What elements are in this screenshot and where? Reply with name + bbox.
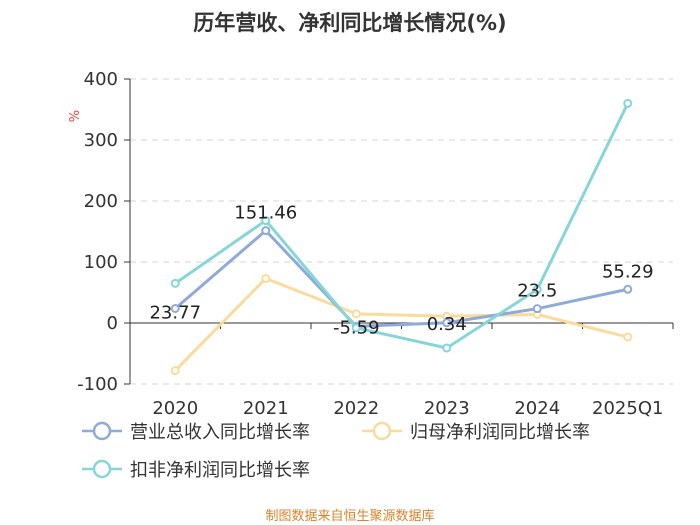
data-point xyxy=(623,98,633,108)
data-point xyxy=(261,216,271,226)
data-point xyxy=(261,226,271,236)
data-point xyxy=(442,343,452,353)
data-point xyxy=(170,366,180,376)
data-label: 23.5 xyxy=(517,281,557,302)
legend-item[interactable]: 扣非净利润同比增长率 xyxy=(82,459,310,481)
x-tick-label: 2025Q1 xyxy=(592,398,663,419)
data-point xyxy=(623,332,633,342)
data-label: 151.46 xyxy=(234,203,297,224)
data-point xyxy=(532,284,542,294)
gridlines xyxy=(130,78,673,385)
chart-title: 历年营收、净利同比增长情况(%) xyxy=(193,11,506,35)
source-note: 制图数据来自恒生聚源数据库 xyxy=(265,508,434,524)
x-tick-label: 2024 xyxy=(514,398,560,419)
data-label: -5.59 xyxy=(333,317,380,338)
legend-item[interactable]: 归母净利润同比增长率 xyxy=(362,421,590,443)
data-point xyxy=(623,284,633,294)
data-point xyxy=(532,304,542,314)
y-tick-label: 300 xyxy=(84,130,118,151)
legend-label: 归母净利润同比增长率 xyxy=(410,422,590,443)
legend-swatch-marker xyxy=(92,459,112,479)
x-tick-label: 2020 xyxy=(152,398,198,419)
data-label: 55.29 xyxy=(602,261,654,282)
data-label: 23.77 xyxy=(149,303,201,324)
y-tick-label: 200 xyxy=(84,191,118,212)
x-tick-label: 2023 xyxy=(424,398,470,419)
data-point xyxy=(351,309,361,319)
data-label: 0.34 xyxy=(427,314,467,335)
series-layer xyxy=(170,98,633,376)
legend-label: 营业总收入同比增长率 xyxy=(130,422,310,443)
x-tick-label: 2022 xyxy=(333,398,379,419)
legend-swatch-marker xyxy=(92,421,112,441)
series-line xyxy=(174,276,629,372)
y-tick-label: -100 xyxy=(77,374,118,395)
y-tick-label: 100 xyxy=(84,252,118,273)
data-point xyxy=(170,278,180,288)
data-point xyxy=(351,323,361,333)
series-line xyxy=(174,229,629,328)
data-point xyxy=(261,273,271,283)
data-point xyxy=(442,318,452,328)
axes: -100 0 100 200 300 400 2020 2021 2022 2023 2024 202… xyxy=(77,69,674,419)
y-tick-label: 400 xyxy=(84,69,118,90)
series-line xyxy=(174,102,630,350)
y-axis-unit: % xyxy=(68,110,83,122)
y-tick-label: 0 xyxy=(107,313,118,334)
data-point xyxy=(170,304,180,314)
legend-item[interactable]: 营业总收入同比增长率 xyxy=(82,421,310,443)
legend-swatch-marker xyxy=(372,421,392,441)
legend-label: 扣非净利润同比增长率 xyxy=(130,460,310,481)
x-tick-label: 2021 xyxy=(243,398,289,419)
data-labels: 23.77 151.46 -5.59 0.34 23.5 55.29 xyxy=(149,203,653,339)
